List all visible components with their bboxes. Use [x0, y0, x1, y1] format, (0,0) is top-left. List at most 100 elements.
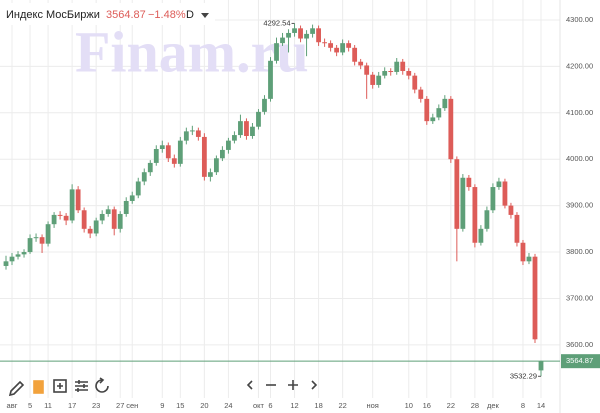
scroll-left[interactable]	[246, 380, 253, 390]
candle-body	[51, 214, 57, 225]
period-dropdown[interactable]	[201, 13, 209, 18]
candle-body	[147, 162, 153, 173]
x-tick-label: 24	[224, 401, 232, 410]
candle-body	[502, 181, 508, 206]
last-price-label: 3564.87	[566, 356, 593, 365]
candle-body	[394, 61, 400, 72]
candle-body	[436, 108, 442, 118]
y-tick-label: 3800.00	[566, 247, 593, 256]
candle-body	[358, 61, 364, 66]
candle-body	[63, 215, 69, 221]
zoom-in[interactable]	[288, 380, 298, 390]
candle-body	[442, 98, 448, 109]
candle-body	[532, 256, 538, 340]
candle-body	[490, 187, 496, 211]
x-tick-label: 27	[116, 401, 124, 410]
x-tick-label: 23	[92, 401, 100, 410]
candle-body	[280, 37, 285, 44]
candle-body	[189, 130, 195, 132]
y-tick-label: 3900.00	[566, 201, 593, 210]
watermark: Finam.ru	[75, 19, 309, 84]
candle-body	[21, 252, 27, 255]
last-price: 3564.87	[106, 9, 146, 21]
candle-body	[195, 130, 201, 137]
candle-body	[177, 140, 183, 164]
draw-tool[interactable]	[8, 380, 25, 397]
x-tick-label: 18	[314, 401, 322, 410]
x-tick-label: сен	[126, 401, 138, 410]
candle-body	[256, 111, 261, 127]
candle-body	[99, 213, 105, 221]
x-tick-label: 12	[290, 401, 298, 410]
candle-body	[45, 224, 51, 244]
instrument-title: Индекс МосБиржи	[6, 9, 100, 21]
candle-body	[412, 75, 418, 90]
toolbar	[8, 377, 318, 397]
candle-body	[9, 256, 15, 262]
x-tick-label: 5	[28, 401, 32, 410]
settings-tool[interactable]	[75, 380, 88, 392]
candle-body	[207, 172, 213, 177]
candle-body	[322, 42, 327, 44]
candle-body	[57, 214, 63, 216]
x-tick-label: 20	[200, 401, 208, 410]
candle-body	[334, 47, 340, 53]
min-annotation: 3532.29	[510, 371, 537, 380]
change: −1.48%	[148, 9, 186, 21]
candle-body	[424, 98, 430, 122]
candle-body	[153, 148, 159, 163]
candle-body	[232, 135, 237, 141]
candle-body	[135, 181, 141, 196]
candle-body	[213, 158, 219, 173]
reset-tool[interactable]	[95, 379, 109, 393]
candle-body	[123, 200, 129, 214]
candle-body	[418, 89, 424, 99]
scroll-right[interactable]	[311, 380, 318, 390]
candle-body	[226, 140, 231, 150]
candle-body	[244, 121, 249, 136]
candle-body	[15, 254, 21, 257]
candle-body	[250, 126, 255, 136]
x-tick-label: авг	[7, 401, 18, 410]
candle-body	[298, 28, 303, 39]
candle-body	[292, 28, 297, 33]
candle-body	[165, 145, 171, 159]
y-tick-label: 3600.00	[566, 340, 593, 349]
candle-body	[340, 43, 346, 53]
candle-body	[105, 209, 111, 214]
x-tick-label: 6	[268, 401, 272, 410]
candle-body	[466, 177, 472, 188]
candle-body	[87, 228, 93, 234]
x-tick-label: 14	[537, 401, 545, 410]
note-tool[interactable]	[33, 380, 44, 394]
candle-body	[382, 71, 388, 76]
last-price-box	[561, 354, 600, 369]
x-tick-label: ноя	[366, 401, 378, 410]
candle-body	[400, 61, 406, 72]
x-tick-label: 22	[447, 401, 455, 410]
candle-body	[316, 28, 321, 43]
x-tick-label: 17	[68, 401, 76, 410]
candle-body	[430, 117, 436, 122]
y-tick-label: 4000.00	[566, 154, 593, 163]
candle-body	[171, 158, 177, 164]
candle-body	[27, 238, 33, 253]
candle-body	[117, 213, 123, 229]
candle-body	[454, 159, 460, 229]
candle-body	[201, 136, 207, 177]
candle-body	[364, 65, 370, 75]
x-tick-label: 11	[44, 401, 52, 410]
x-tick-label: 8	[521, 401, 525, 410]
candle-body	[526, 256, 532, 262]
period[interactable]: D	[186, 9, 194, 21]
candle-body	[496, 181, 502, 188]
candle-body	[81, 210, 87, 229]
candle-body	[286, 32, 291, 38]
header-bg	[0, 3, 215, 25]
x-tick-label: окт	[253, 401, 265, 410]
indicator-tool[interactable]	[53, 379, 67, 393]
candle-body	[478, 228, 484, 243]
candle-body	[183, 131, 189, 141]
candle-body	[520, 242, 526, 262]
